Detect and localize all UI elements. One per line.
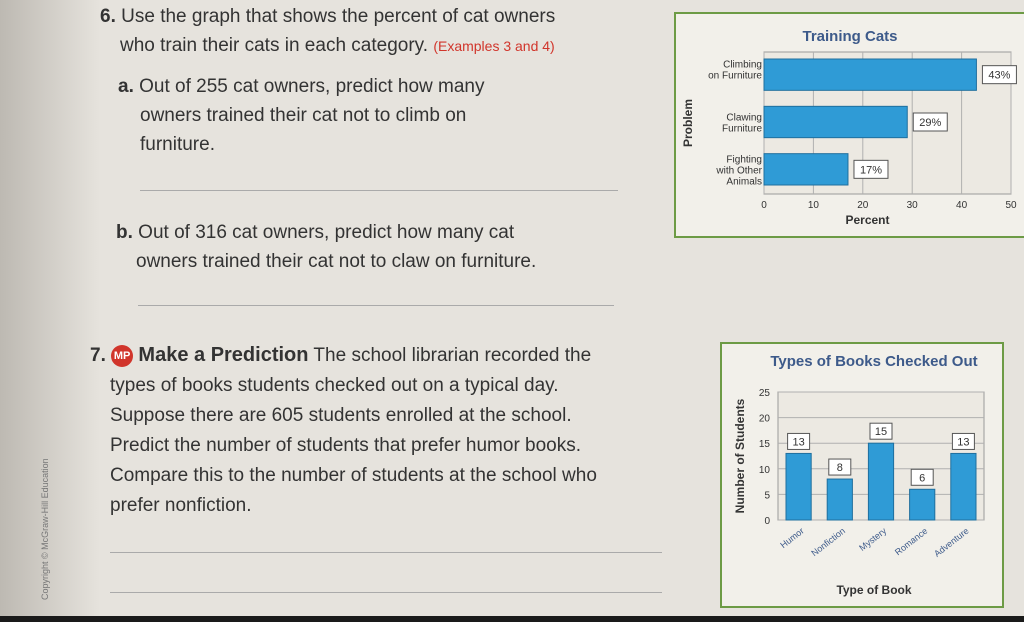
chart2-category-label: Mystery bbox=[857, 525, 888, 553]
chart2-data-label-box bbox=[869, 422, 893, 440]
chart2-bar bbox=[867, 442, 895, 521]
chart1-category-label: Furniture bbox=[722, 124, 762, 135]
problem-6a-line2: owners trained their cat not to climb on bbox=[140, 105, 467, 126]
chart2-data-label: 8 bbox=[837, 462, 843, 474]
chart2-category-label: Adventure bbox=[932, 526, 970, 559]
chart2-category-label: Nonfiction bbox=[809, 526, 847, 559]
chart1-tick-label: 0 bbox=[761, 200, 767, 211]
chart1-data-label-box bbox=[912, 112, 948, 132]
answer-line-6b[interactable] bbox=[138, 305, 614, 306]
chart1-category-label: Clawing bbox=[726, 113, 762, 124]
chart1-bar bbox=[763, 153, 849, 186]
chart1-x-axis-title: Percent bbox=[845, 213, 889, 227]
chart2-data-label: 13 bbox=[957, 436, 969, 448]
chart2-y-axis-title: Number of Students bbox=[733, 398, 747, 513]
problem-7: 7. MP Make a Prediction The school libra… bbox=[90, 340, 597, 521]
chart2-data-label-box bbox=[828, 458, 852, 476]
chart1-category-label: with Other bbox=[715, 165, 762, 176]
answer-line-7a[interactable] bbox=[110, 552, 662, 553]
copyright-notice: Copyright © McGraw-Hill Education bbox=[40, 458, 50, 600]
chart2-category-label: Romance bbox=[893, 526, 930, 558]
chart1-category-label: on Furniture bbox=[708, 71, 762, 82]
problem-6a-label: a. bbox=[118, 76, 134, 97]
chart2-data-label-box bbox=[951, 432, 975, 450]
problem-7-line2: types of books students checked out on a… bbox=[110, 375, 559, 396]
problem-7-line3: Suppose there are 605 students enrolled … bbox=[110, 405, 572, 426]
chart2-x-axis-title: Type of Book bbox=[836, 583, 911, 597]
problem-6-number: 6. bbox=[100, 6, 116, 27]
chart2-tick-label: 25 bbox=[759, 388, 771, 399]
problem-7-title: Make a Prediction bbox=[138, 344, 309, 366]
chart1-data-label-box bbox=[981, 65, 1017, 85]
page-shadow bbox=[0, 0, 100, 622]
chart1-bar bbox=[763, 105, 908, 139]
problem-6b-line1: Out of 316 cat owners, predict how many … bbox=[138, 222, 515, 243]
problem-7-line5: Compare this to the number of students a… bbox=[110, 465, 597, 486]
chart2-tick-label: 20 bbox=[759, 414, 771, 425]
chart1-y-axis-title: Problem bbox=[681, 99, 695, 147]
chart1-tick-label: 10 bbox=[808, 200, 820, 211]
problem-7-line6: prefer nonfiction. bbox=[110, 495, 252, 516]
chart1-data-label: 29% bbox=[919, 117, 941, 129]
chart2-bar bbox=[909, 488, 936, 521]
chart1-data-label-box bbox=[853, 159, 889, 179]
mp-badge: MP bbox=[111, 344, 134, 367]
problem-6a-line3: furniture. bbox=[140, 134, 215, 155]
chart1-data-label: 43% bbox=[988, 70, 1010, 82]
training-cats-chart: Training Cats 0 10 20 30 40 50 Climbing on Furni… bbox=[674, 12, 1024, 238]
books-svg: Types of Books Checked Out 0 5 10 15 20 25 13 Hu… bbox=[733, 353, 985, 597]
problem-6-line1: Use the graph that shows the percent of … bbox=[121, 6, 556, 27]
problem-6-line2: who train their cats in each category. bbox=[120, 35, 429, 56]
problem-6b-line2: owners trained their cat not to claw on … bbox=[136, 251, 537, 272]
chart2-tick-label: 15 bbox=[759, 439, 771, 450]
problem-6b-label: b. bbox=[116, 222, 133, 243]
chart1-tick-label: 20 bbox=[857, 200, 869, 211]
chart2-data-label-box bbox=[787, 432, 811, 450]
chart1-category-label: Fighting bbox=[726, 154, 762, 165]
chart2-data-label: 6 bbox=[919, 472, 925, 484]
chart2-data-label-box bbox=[910, 468, 934, 486]
problem-7-number: 7. bbox=[90, 345, 106, 366]
problem-6a: a. Out of 255 cat owners, predict how ma… bbox=[118, 72, 484, 159]
chart2-tick-label: 10 bbox=[759, 465, 771, 476]
chart2-bar bbox=[950, 452, 977, 521]
problem-7-line1: The school librarian recorded the bbox=[313, 345, 592, 366]
chart2-data-label: 13 bbox=[792, 436, 804, 448]
chart2-data-label: 15 bbox=[875, 426, 887, 438]
answer-line-6a[interactable] bbox=[140, 190, 618, 191]
chart1-tick-label: 40 bbox=[956, 200, 968, 211]
chart1-category-label: Animals bbox=[726, 176, 762, 187]
answer-line-7b[interactable] bbox=[110, 592, 662, 593]
chart1-tick-label: 30 bbox=[907, 200, 919, 211]
problem-7-line4: Predict the number of students that pref… bbox=[110, 435, 582, 456]
chart2-bar bbox=[785, 452, 812, 521]
problem-6a-line1: Out of 255 cat owners, predict how many bbox=[139, 76, 485, 97]
chart2-title: Types of Books Checked Out bbox=[770, 353, 977, 370]
books-chart: Types of Books Checked Out 0 5 10 15 20 25 13 Hu… bbox=[720, 342, 1004, 608]
bottom-edge bbox=[0, 616, 1024, 622]
chart1-data-label: 17% bbox=[860, 164, 882, 176]
examples-reference: (Examples 3 and 4) bbox=[433, 38, 555, 54]
problem-6-stem: 6. Use the graph that shows the percent … bbox=[100, 2, 555, 61]
chart2-tick-label: 5 bbox=[764, 490, 770, 501]
chart1-tick-label: 50 bbox=[1005, 200, 1017, 211]
chart2-bar bbox=[826, 478, 853, 521]
problem-6b: b. Out of 316 cat owners, predict how ma… bbox=[116, 218, 536, 276]
chart2-category-label: Humor bbox=[778, 526, 805, 551]
chart1-title: Training Cats bbox=[802, 28, 897, 45]
chart2-tick-label: 0 bbox=[764, 516, 770, 527]
chart1-bar bbox=[763, 58, 977, 91]
chart1-category-label: Climbing bbox=[723, 60, 762, 71]
